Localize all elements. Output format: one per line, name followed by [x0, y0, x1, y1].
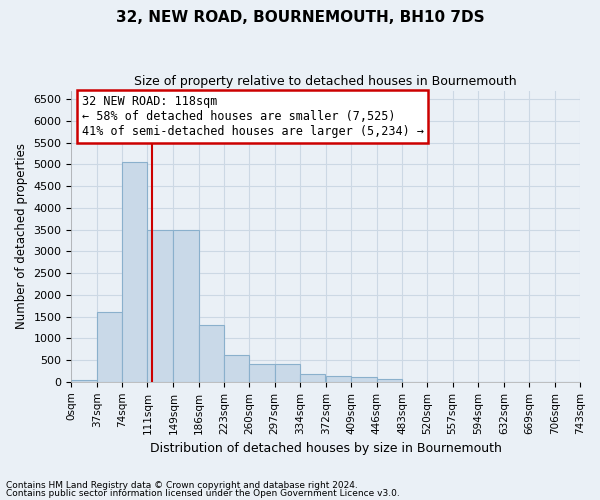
Bar	[275, 364, 300, 382]
Bar	[97, 312, 122, 382]
Text: Contains HM Land Registry data © Crown copyright and database right 2024.: Contains HM Land Registry data © Crown c…	[6, 481, 358, 490]
Text: Contains public sector information licensed under the Open Government Licence v3: Contains public sector information licen…	[6, 488, 400, 498]
Text: 32 NEW ROAD: 118sqm
← 58% of detached houses are smaller (7,525)
41% of semi-det: 32 NEW ROAD: 118sqm ← 58% of detached ho…	[82, 95, 424, 138]
Bar	[224, 355, 250, 382]
Bar	[326, 376, 352, 382]
Bar	[352, 378, 377, 382]
Bar	[377, 379, 402, 382]
Y-axis label: Number of detached properties: Number of detached properties	[15, 143, 28, 329]
Title: Size of property relative to detached houses in Bournemouth: Size of property relative to detached ho…	[134, 75, 517, 88]
Bar	[173, 230, 199, 382]
Bar	[199, 326, 224, 382]
Bar	[148, 230, 173, 382]
Bar	[122, 162, 148, 382]
X-axis label: Distribution of detached houses by size in Bournemouth: Distribution of detached houses by size …	[150, 442, 502, 455]
Bar	[250, 364, 275, 382]
Text: 32, NEW ROAD, BOURNEMOUTH, BH10 7DS: 32, NEW ROAD, BOURNEMOUTH, BH10 7DS	[116, 10, 484, 25]
Bar	[71, 380, 97, 382]
Bar	[300, 374, 325, 382]
